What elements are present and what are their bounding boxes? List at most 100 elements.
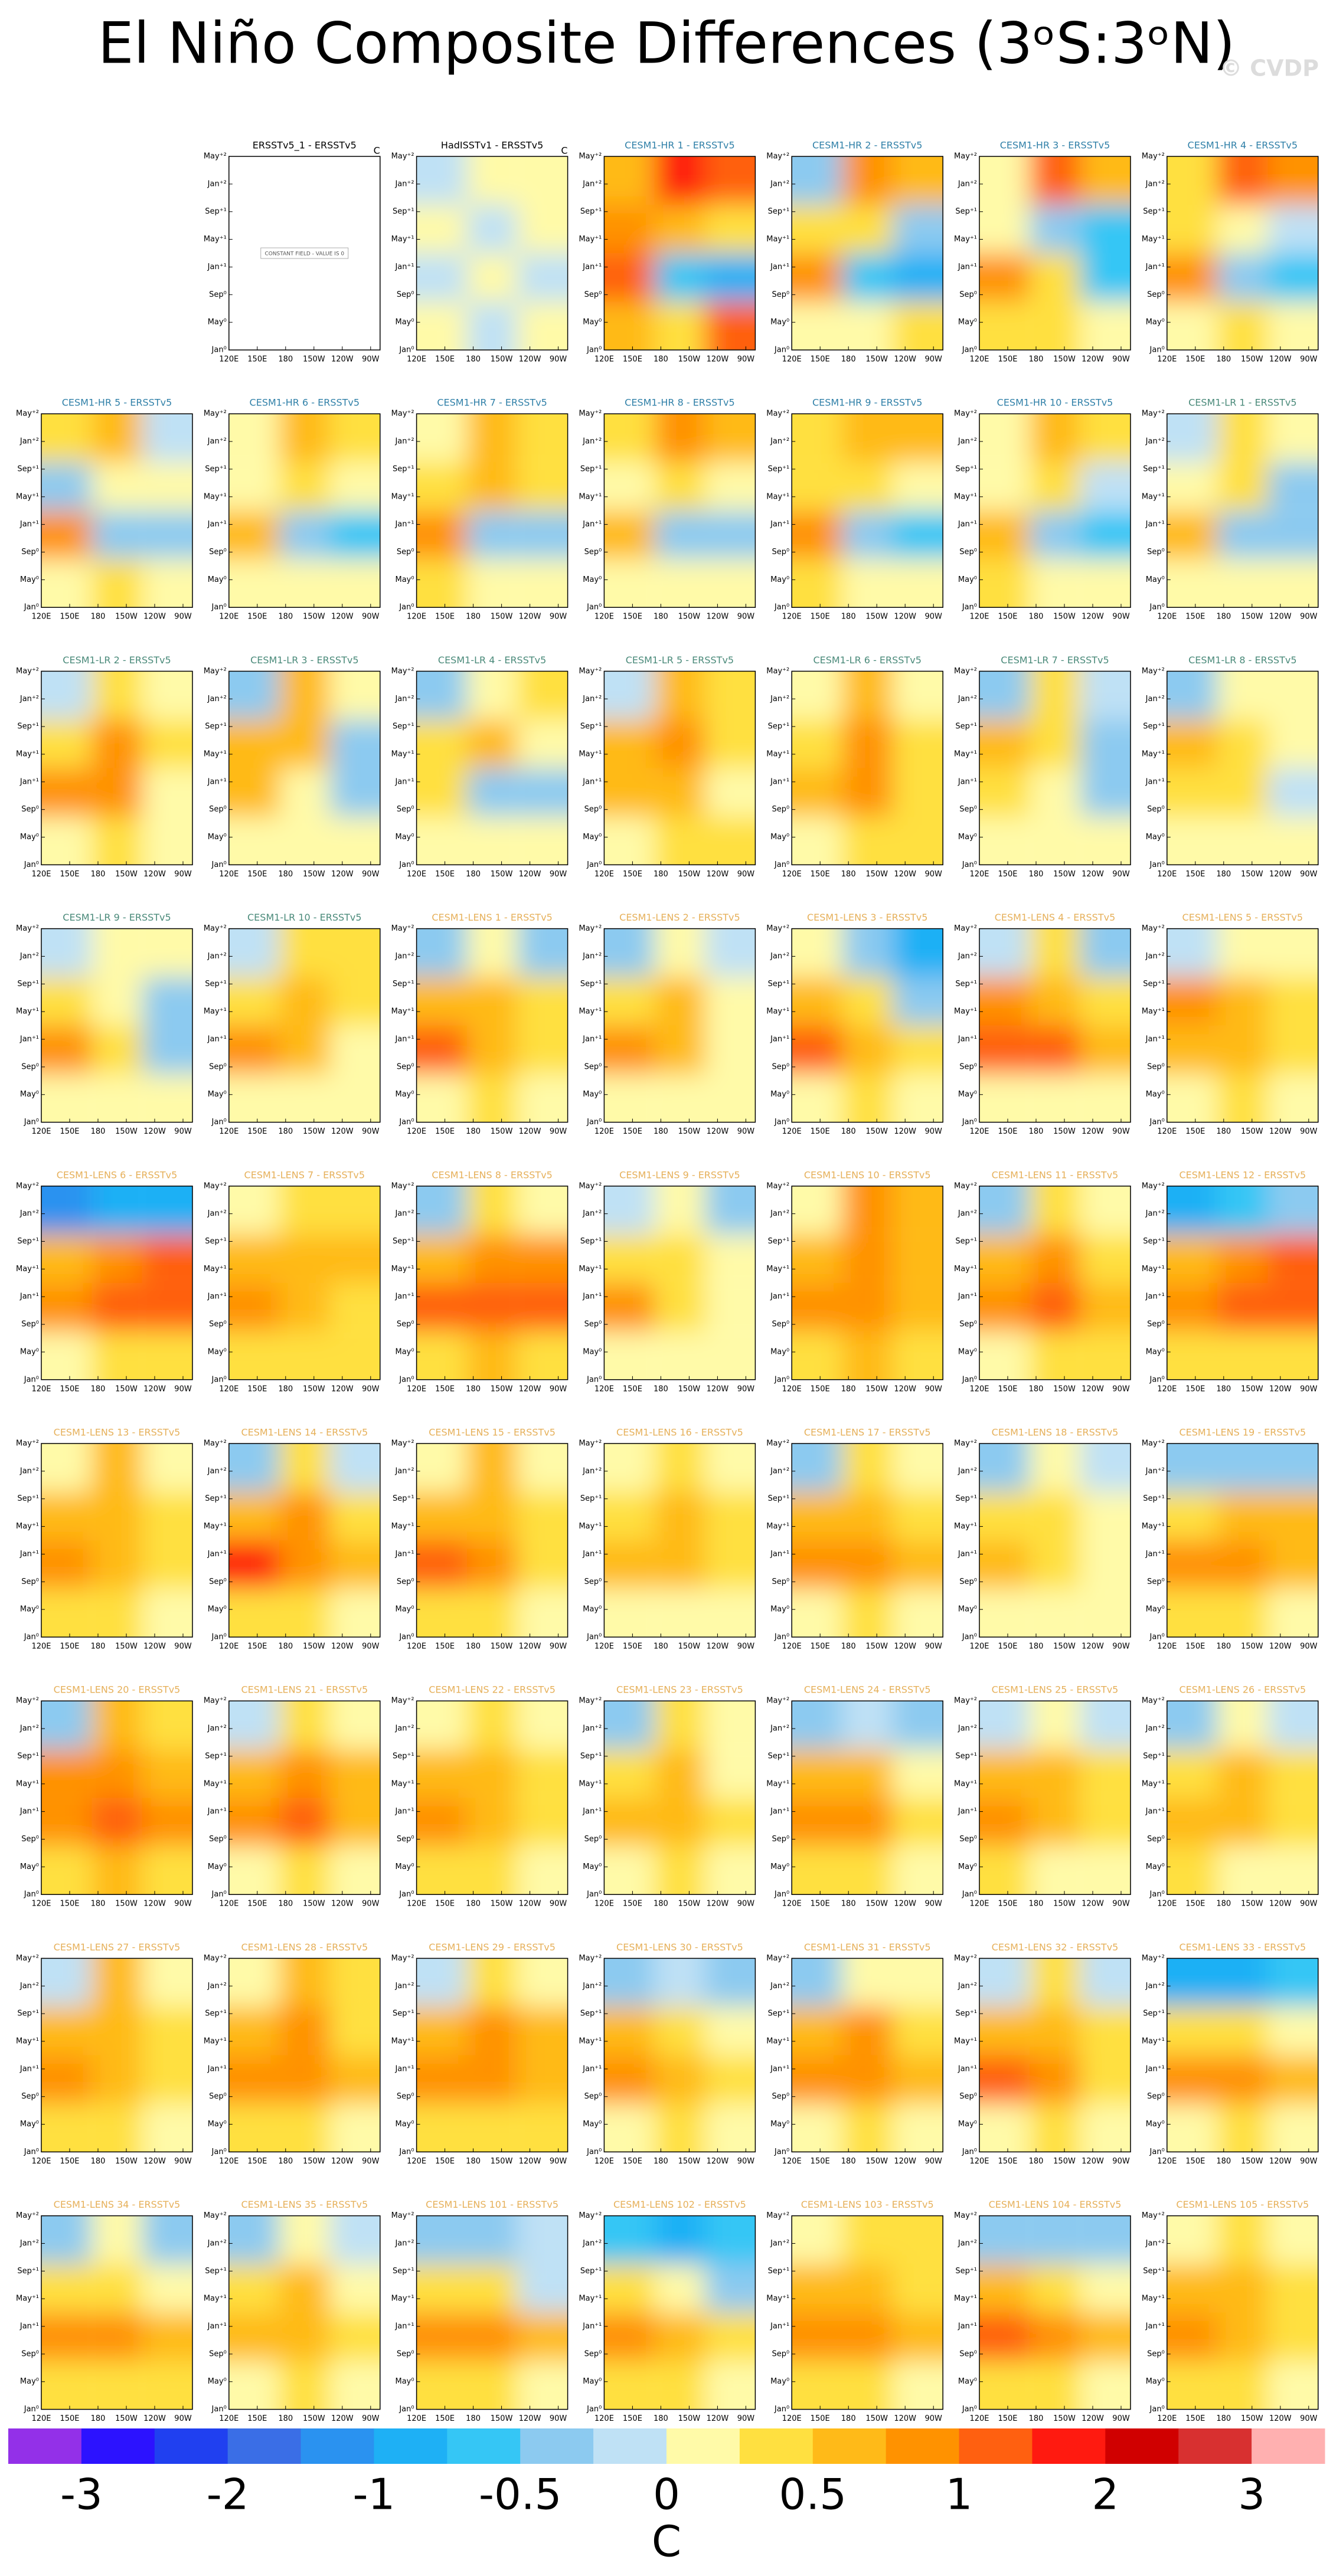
y-tick-label: Jan⁰ [211, 1633, 227, 1642]
field-cell [466, 1749, 518, 1798]
field-cell [92, 1234, 142, 1283]
field-cell [329, 414, 380, 463]
colorbar-box [739, 2428, 813, 2464]
y-tick-label: Sep⁰ [1147, 2349, 1165, 2358]
y-tick-label: Sep⁺¹ [1143, 207, 1165, 216]
field-cell [517, 205, 568, 253]
field-cell [654, 1589, 705, 1637]
y-tick-label: Jan⁺¹ [958, 777, 977, 786]
panel: CESM1-LENS 14 - ERSSTv5Jan⁰May⁰Sep⁰Jan⁺¹… [204, 1427, 381, 1651]
field-cell [1080, 414, 1131, 463]
y-tick-label: May⁺¹ [954, 1779, 977, 1788]
field-cell [1080, 205, 1131, 253]
field-cell [1267, 1749, 1318, 1798]
x-tick-label: 120W [1082, 1900, 1104, 1909]
x-tick-label: 150W [1241, 2414, 1263, 2423]
x-tick-label: 180 [654, 2414, 668, 2423]
x-tick-label: 150W [115, 2414, 138, 2423]
y-tick-label: May⁰ [1146, 1605, 1165, 1614]
field-cell [705, 2055, 756, 2104]
field-cell [604, 2007, 655, 2055]
field-cell [416, 414, 467, 463]
y-tick-label: Jan⁺¹ [19, 2322, 39, 2331]
y-tick-label: Jan⁺¹ [958, 1550, 977, 1559]
field-cell [142, 1492, 192, 1540]
field-cell [1030, 1958, 1080, 2007]
y-tick-label: Jan⁺¹ [394, 263, 414, 271]
field-cell [705, 2215, 756, 2264]
y-tick-label: Jan⁺¹ [1145, 1035, 1165, 1044]
field-cell [604, 928, 655, 977]
y-tick-label: Jan⁰ [586, 1375, 602, 1384]
y-tick-label: Sep⁰ [959, 1320, 977, 1329]
field [792, 1186, 943, 1380]
y-tick-label: Jan⁺¹ [958, 1035, 977, 1044]
field-cell [92, 1846, 142, 1895]
field-cell [329, 1025, 380, 1074]
x-tick-label: 90W [362, 2414, 380, 2423]
field-cell [892, 302, 943, 350]
y-tick-label: May⁺¹ [16, 2037, 39, 2045]
x-tick-label: 150W [115, 1900, 138, 1909]
field-cell [1080, 2215, 1131, 2264]
y-tick-label: Sep⁰ [209, 2092, 227, 2101]
y-tick-label: Jan⁺¹ [207, 520, 227, 529]
panel-title: CESM1-LR 2 - ERSSTv5 [63, 654, 171, 666]
field-cell [92, 2215, 142, 2264]
field-cell [1030, 205, 1080, 253]
x-tick-label: 180 [91, 613, 106, 621]
field-cell [705, 719, 756, 768]
y-tick-label: May⁰ [1146, 2377, 1165, 2386]
field-cell [228, 1958, 280, 2007]
y-tick-label: May⁰ [770, 2120, 789, 2129]
y-tick-label: Jan⁰ [211, 1890, 227, 1899]
watermark: © CVDP [1220, 55, 1319, 81]
x-tick-label: 150E [998, 1384, 1017, 1393]
x-tick-label: 120W [1269, 1127, 1292, 1136]
y-tick-label: Jan⁺¹ [207, 1807, 227, 1816]
field [1167, 928, 1318, 1122]
x-tick-label: 150E [623, 1642, 642, 1651]
field-cell [466, 2055, 518, 2104]
field-cell [1080, 1589, 1131, 1637]
field-cell [654, 1701, 705, 1750]
y-tick-label: May⁺² [766, 1954, 789, 1963]
field-cell [41, 1282, 92, 1331]
y-tick-label: May⁰ [208, 2120, 227, 2129]
y-tick-label: May⁰ [1146, 833, 1165, 842]
field-cell [604, 1025, 655, 1074]
x-tick-label: 120W [143, 1384, 166, 1393]
field-cell [604, 2312, 655, 2361]
y-tick-label: Sep⁰ [209, 2349, 227, 2358]
field-cell [329, 2215, 380, 2264]
x-tick-label: 150W [303, 1384, 325, 1393]
field [41, 1958, 192, 2152]
field-cell [1080, 1234, 1131, 1283]
y-tick-label: May⁺¹ [766, 1522, 789, 1531]
y-tick-label: May⁺² [391, 410, 414, 418]
field-cell [842, 1540, 893, 1589]
y-tick-label: May⁺² [766, 1697, 789, 1706]
field-cell [228, 2312, 280, 2361]
field-cell [842, 1025, 893, 1074]
field-cell [654, 1749, 705, 1798]
y-tick-label: Jan⁺¹ [19, 1550, 39, 1559]
field-cell [329, 1282, 380, 1331]
y-tick-label: Sep⁰ [1147, 1577, 1165, 1586]
x-tick-label: 120W [519, 870, 541, 879]
x-tick-label: 90W [550, 1900, 567, 1909]
y-tick-label: May⁺¹ [579, 235, 602, 244]
field-cell [654, 1186, 705, 1235]
x-tick-label: 90W [737, 2157, 755, 2166]
field-cell [842, 414, 893, 463]
field-cell [792, 1331, 842, 1380]
field-cell [1030, 2215, 1080, 2264]
y-tick-label: Sep⁺¹ [580, 2267, 602, 2276]
x-tick-label: 150E [811, 2157, 830, 2166]
panel-title: CESM1-LENS 21 - ERSSTv5 [241, 1684, 368, 1695]
y-tick-label: Sep⁺¹ [580, 464, 602, 473]
panel: CESM1-LENS 18 - ERSSTv5Jan⁰May⁰Sep⁰Jan⁺¹… [954, 1427, 1131, 1651]
field-cell [979, 1701, 1030, 1750]
field-cell [1030, 302, 1080, 350]
field-cell [92, 2007, 142, 2055]
